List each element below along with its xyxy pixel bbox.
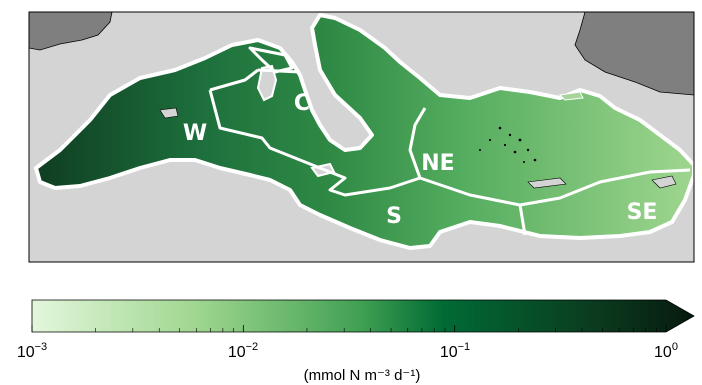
- colorbar-tick-label-2: 10−1: [440, 341, 470, 361]
- colorbar-tick-label-3: 100: [654, 341, 678, 361]
- iberia-land: [29, 12, 113, 51]
- region-label-s: S: [386, 204, 402, 229]
- aegean-islands: [479, 126, 537, 163]
- region-boundaries: [208, 46, 691, 236]
- map-panel: W C NE S SE: [29, 12, 694, 262]
- balkans-land: [574, 12, 694, 96]
- island-crete: [527, 177, 567, 189]
- colorbar-tick-label-1: 10−2: [228, 341, 258, 361]
- island-balearic: [159, 107, 179, 119]
- colorbar-unit-label: (mmol N m⁻³ d⁻¹): [304, 367, 421, 384]
- colorbar-tick-label-0: 10−3: [17, 341, 47, 361]
- region-label-ne: NE: [421, 151, 454, 176]
- region-label-w: W: [183, 121, 207, 146]
- colorbar-fill: [31, 299, 695, 333]
- colorbar-major-ticks: [31, 325, 667, 332]
- colorbar: 10−3 10−2 10−1 100 (mmol N m⁻³ d⁻¹): [17, 299, 695, 384]
- region-label-se: SE: [627, 200, 658, 225]
- map-frame: [28, 11, 695, 263]
- island-cyprus: [651, 175, 677, 189]
- island-rhodes-aegean: [558, 91, 584, 101]
- region-label-c: C: [294, 91, 310, 116]
- colorbar-minor-ticks: [95, 328, 657, 332]
- island-sardinia: [256, 64, 278, 102]
